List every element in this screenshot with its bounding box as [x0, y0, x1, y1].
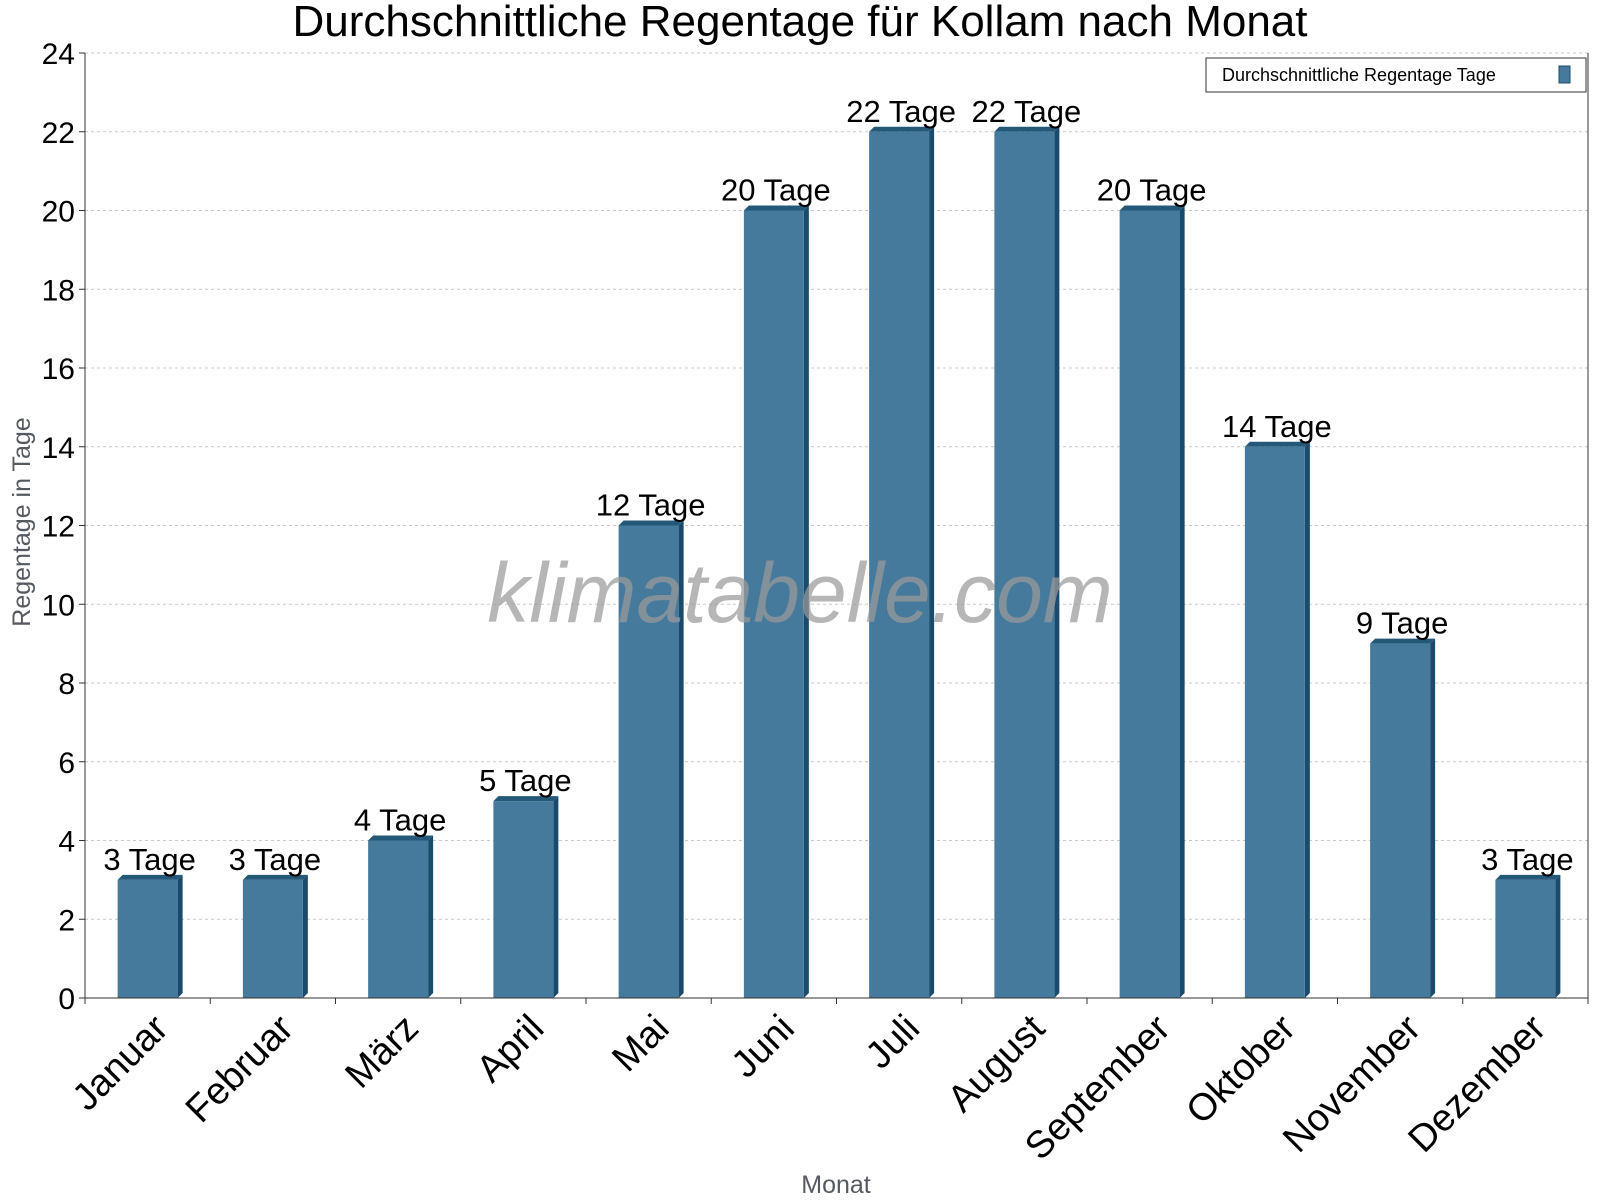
legend: Durchschnittliche Regentage Tage	[1205, 57, 1587, 93]
bars	[117, 126, 1561, 998]
watermark: klimatabelle.com	[487, 546, 1113, 640]
bar-top	[1119, 205, 1185, 211]
bar	[1495, 874, 1561, 998]
bar-front	[618, 525, 679, 998]
bar	[493, 796, 559, 998]
bar-side	[1430, 638, 1436, 998]
bar-top	[743, 205, 809, 211]
bar	[869, 126, 935, 998]
legend-label: Durchschnittliche Regentage Tage	[1222, 65, 1496, 85]
data-label: 22 Tage	[846, 94, 956, 129]
bar-side	[929, 126, 935, 998]
bar	[368, 835, 434, 998]
x-tick-label: Januar	[65, 1007, 177, 1119]
x-tick-label: Februar	[178, 1007, 302, 1131]
bar-front	[994, 131, 1055, 998]
data-label: 3 Tage	[103, 842, 196, 877]
bar-side	[803, 205, 809, 998]
chart-title: Durchschnittliche Regentage für Kollam n…	[293, 0, 1308, 46]
y-tick-label: 22	[42, 117, 75, 150]
bar-top	[869, 126, 935, 132]
legend-swatch	[1558, 65, 1571, 84]
bar-side	[678, 520, 684, 998]
bar-side	[1304, 441, 1310, 998]
x-tick-label: August	[940, 1007, 1054, 1121]
data-label: 20 Tage	[1097, 173, 1207, 208]
bar	[117, 874, 183, 998]
bar-top	[1495, 874, 1561, 880]
data-label: 3 Tage	[1481, 842, 1574, 877]
x-tick-label: Juli	[858, 1007, 928, 1077]
bar-top	[1370, 638, 1436, 644]
bar-top	[493, 796, 559, 802]
y-tick-label: 12	[42, 511, 75, 544]
bar-front	[869, 131, 930, 998]
bar	[1370, 638, 1436, 998]
bar-front	[493, 801, 554, 998]
bar-side	[302, 874, 308, 998]
x-axis-title: Monat	[801, 1171, 871, 1199]
bar-top	[368, 835, 434, 841]
data-label: 14 Tage	[1222, 409, 1332, 444]
y-tick-label: 6	[58, 747, 75, 780]
bar-front	[117, 879, 178, 998]
bar	[1119, 205, 1185, 998]
bar-side	[553, 796, 559, 998]
data-label: 12 Tage	[596, 488, 706, 523]
gridlines	[85, 52, 1588, 920]
bar-front	[1495, 879, 1556, 998]
bar-front	[242, 879, 303, 998]
y-tick-label: 0	[58, 983, 75, 1016]
data-label: 5 Tage	[479, 763, 572, 798]
x-tick-labels: Januar Februar März April Mai Juni Juli AugustS…	[65, 1007, 1555, 1168]
bar	[242, 874, 308, 998]
x-tick-label: Juni	[724, 1007, 803, 1086]
data-label: 3 Tage	[229, 842, 322, 877]
y-tick-label: 20	[42, 196, 75, 229]
x-tick-label: Dezember	[1401, 1007, 1555, 1161]
bar-side	[1179, 205, 1185, 998]
data-label: 4 Tage	[354, 803, 447, 838]
bar-top	[994, 126, 1060, 132]
bar-top	[242, 874, 308, 880]
data-label: 9 Tage	[1356, 606, 1449, 641]
bar-front	[368, 840, 429, 998]
y-axis-title: Regentage in Tage	[8, 417, 36, 626]
bar-front	[743, 210, 804, 998]
bar-top	[117, 874, 183, 880]
bar	[1244, 441, 1310, 998]
bar	[994, 126, 1060, 998]
bar-side	[1054, 126, 1060, 998]
y-tick-label: 18	[42, 274, 75, 307]
y-tick-label: 14	[42, 432, 75, 465]
bar-front	[1370, 643, 1431, 998]
legend-box	[1205, 57, 1587, 93]
bar-top	[1244, 441, 1310, 447]
y-tick-label: 16	[42, 353, 75, 386]
bar	[743, 205, 809, 998]
bar	[618, 520, 684, 998]
y-tick-label: 2	[58, 904, 75, 937]
data-label: 20 Tage	[721, 173, 831, 208]
axes	[79, 52, 1589, 1004]
bar-front	[1244, 446, 1305, 998]
x-tick-label: Oktober	[1178, 1007, 1304, 1133]
x-tick-label: März	[338, 1007, 427, 1096]
bar-front	[1119, 210, 1180, 998]
bar-side	[177, 874, 183, 998]
y-tick-label: 4	[58, 826, 75, 859]
bar-side	[428, 835, 434, 998]
x-tick-label: Mai	[604, 1007, 677, 1080]
y-tick-label: 24	[42, 38, 75, 71]
data-labels: 3 Tage 3 Tage 4 Tage 5 Tage 12 Tage 20 Tage 22…	[103, 94, 1573, 877]
data-label: 22 Tage	[971, 94, 1081, 129]
y-tick-label: 10	[42, 589, 75, 622]
x-tick-label: April	[469, 1007, 552, 1090]
bar-side	[1555, 874, 1561, 998]
bar-top	[618, 520, 684, 526]
y-tick-label: 8	[58, 668, 75, 701]
